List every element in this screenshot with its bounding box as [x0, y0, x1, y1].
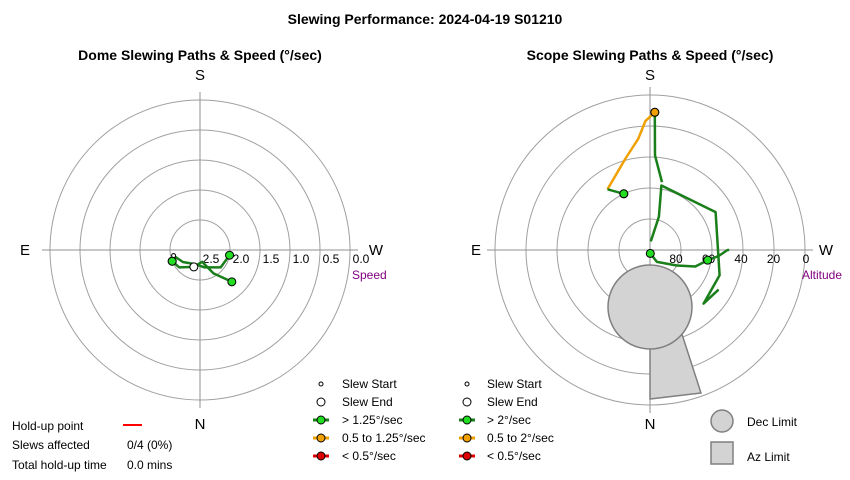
- holdup-summary: Hold-up point Slews affected 0/4 (0%) To…: [12, 419, 172, 472]
- radial-tick-label: 0.0: [353, 252, 370, 266]
- slew-end-marker: [189, 262, 199, 272]
- legend-medium-marker: [316, 433, 326, 443]
- limit-legend: Dec Limit Az Limit: [710, 409, 798, 465]
- legend-fast: > 2°/sec: [487, 413, 531, 427]
- scope-limit-zone: [607, 264, 702, 400]
- total-holdup-value: 0.0 mins: [127, 458, 172, 472]
- fast-speed-marker: [619, 189, 629, 199]
- slew-path: [172, 254, 231, 269]
- fast-speed-marker: [645, 248, 655, 258]
- radial-tick-label: 40: [734, 252, 748, 266]
- legend-slew-start: Slew Start: [487, 377, 542, 391]
- slew-path: [606, 111, 656, 190]
- slews-affected-value: 0/4 (0%): [127, 438, 172, 452]
- legend-medium: 0.5 to 1.25°/sec: [342, 431, 426, 445]
- scope-compass-north: N: [645, 416, 656, 433]
- dome-compass-north: N: [195, 416, 206, 433]
- legend-slew-end-marker: [462, 397, 472, 407]
- az-limit-label: Az Limit: [747, 450, 790, 464]
- radial-tick-label: 1.0: [293, 252, 310, 266]
- legend-fast: > 1.25°/sec: [342, 413, 403, 427]
- legend-slow: < 0.5°/sec: [342, 449, 396, 463]
- scope-radial-ticks: 806040200: [669, 252, 809, 266]
- legend-slew-end-marker: [316, 397, 326, 407]
- radial-tick-label: 20: [767, 252, 781, 266]
- slews-affected-label: Slews affected: [12, 438, 90, 452]
- radial-tick-label: 80: [669, 252, 683, 266]
- fast-speed-marker: [167, 256, 177, 266]
- fast-speed-marker: [225, 250, 235, 260]
- scope-chart: Scope Slewing Paths & Speed (°/sec) S N …: [471, 47, 842, 433]
- scope-radial-label: Altitude: [802, 268, 842, 282]
- legend-slew-end: Slew End: [487, 395, 538, 409]
- total-holdup-label: Total hold-up time: [12, 458, 107, 472]
- dome-compass-south: S: [195, 67, 205, 84]
- slew-path: [649, 184, 721, 305]
- dome-radial-label: Speed: [352, 268, 387, 282]
- dome-compass-west: W: [369, 242, 384, 259]
- scope-compass-west: W: [819, 242, 834, 259]
- page-title: Slewing Performance: 2024-04-19 S01210: [288, 11, 563, 27]
- dome-radial-ticks: 2.5 2.0 1.5 1.0 0.5 0.0: [203, 252, 370, 266]
- legend-medium-marker: [462, 433, 472, 443]
- scope-compass-east: E: [471, 242, 481, 259]
- medium-speed-marker: [650, 107, 660, 117]
- dome-legend: Slew Start Slew End > 1.25°/sec 0.5 to 1…: [313, 377, 426, 463]
- legend-slew-start-marker: [318, 381, 324, 387]
- legend-fast-marker: [316, 415, 326, 425]
- legend-slew-start-marker: [464, 381, 470, 387]
- slew-path: [649, 248, 730, 268]
- dec-limit-label: Dec Limit: [747, 415, 798, 429]
- az-limit-swatch: [710, 441, 734, 465]
- scope-paths: [606, 107, 730, 305]
- legend-medium: 0.5 to 2°/sec: [487, 431, 554, 445]
- radial-tick-label: 1.5: [263, 252, 280, 266]
- radial-tick-label: 0.5: [323, 252, 340, 266]
- dome-compass-east: E: [20, 242, 30, 259]
- radial-tick-label: 2.0: [233, 252, 250, 266]
- scope-legend: Slew Start Slew End > 2°/sec 0.5 to 2°/s…: [459, 377, 554, 463]
- dec-limit-region: [607, 264, 693, 350]
- legend-slow-marker: [462, 451, 472, 461]
- dome-chart-title: Dome Slewing Paths & Speed (°/sec): [78, 47, 322, 63]
- holdup-point-label: Hold-up point: [12, 419, 84, 433]
- legend-slow: < 0.5°/sec: [487, 449, 541, 463]
- scope-compass-south: S: [645, 67, 655, 84]
- legend-slew-start: Slew Start: [342, 377, 397, 391]
- slew-path: [653, 112, 664, 183]
- scope-chart-title: Scope Slewing Paths & Speed (°/sec): [527, 47, 774, 63]
- dec-limit-swatch: [710, 409, 734, 433]
- radial-tick-label: 0: [803, 252, 810, 266]
- dome-paths: [167, 250, 237, 287]
- legend-slew-end: Slew End: [342, 395, 393, 409]
- legend-slow-marker: [316, 451, 326, 461]
- radial-tick-label: 2.5: [203, 252, 220, 266]
- fast-speed-marker: [227, 277, 237, 287]
- fast-speed-marker: [703, 255, 713, 265]
- legend-fast-marker: [462, 415, 472, 425]
- dome-grid: [42, 92, 358, 408]
- dome-chart: Dome Slewing Paths & Speed (°/sec) S N E…: [20, 47, 387, 433]
